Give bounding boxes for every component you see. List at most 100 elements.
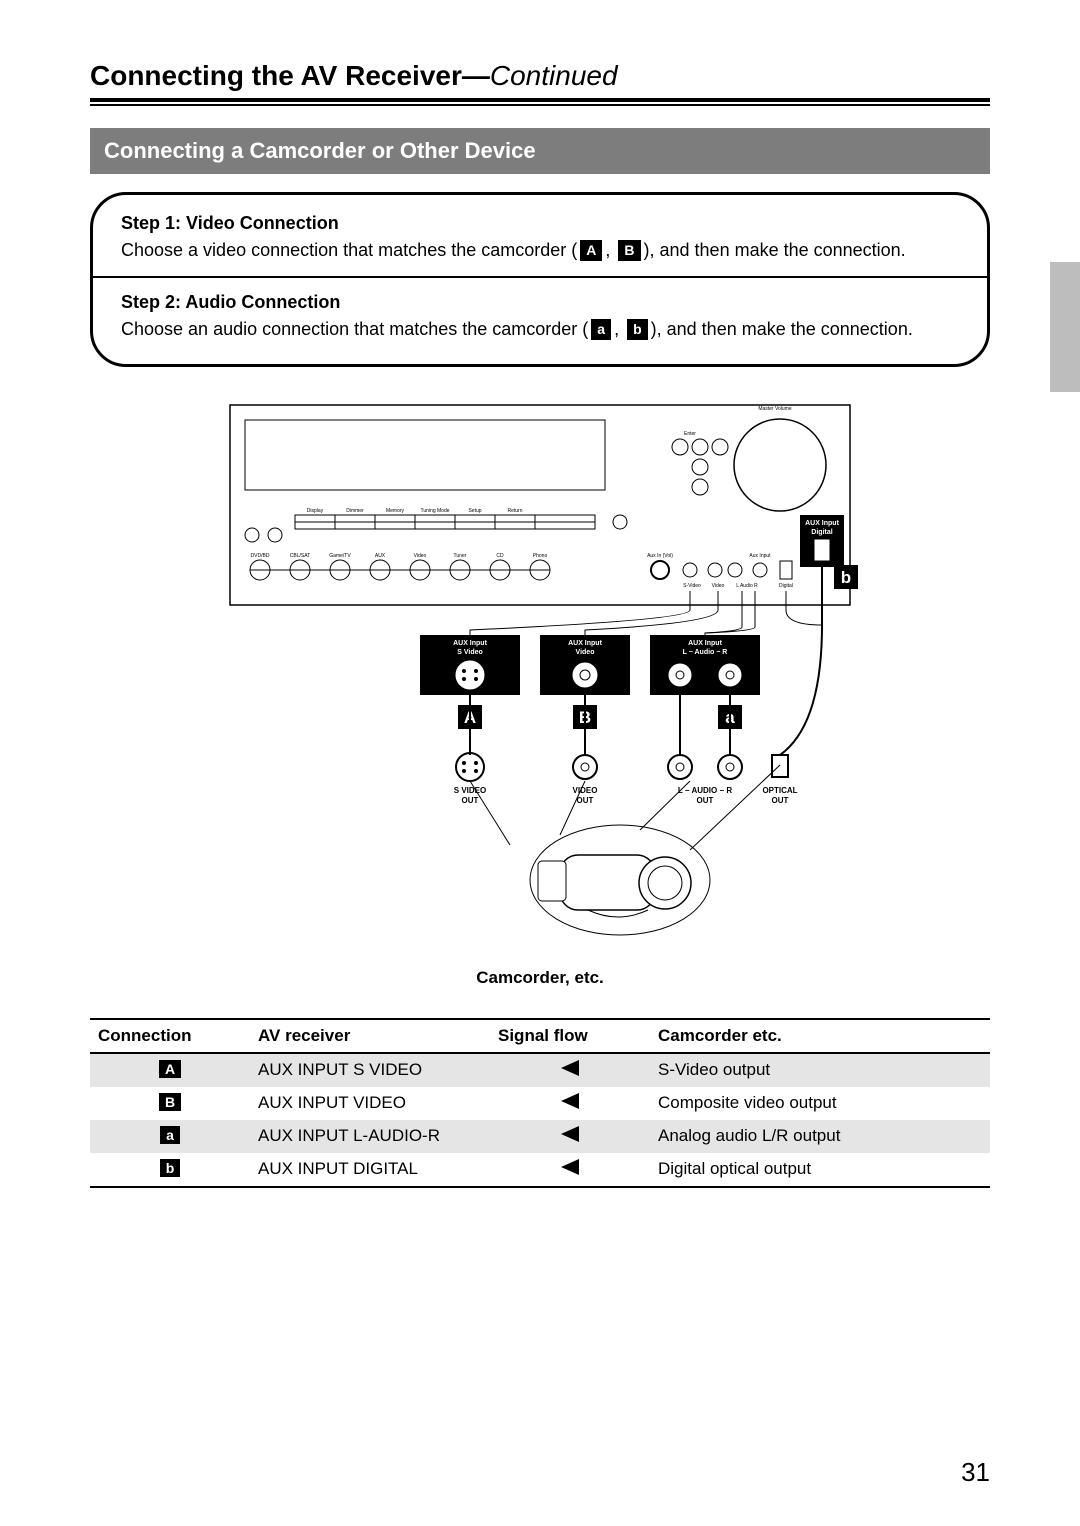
cables: [470, 567, 822, 755]
svg-text:L − Audio − R: L − Audio − R: [683, 649, 728, 656]
step1-title: Step 1: Video Connection: [121, 213, 959, 234]
row-cam: Analog audio L/R output: [650, 1120, 990, 1153]
title-continued: Continued: [490, 60, 618, 91]
lbl-src-4: Setup: [468, 508, 481, 514]
lbl-auxinput: Aux Input: [749, 553, 771, 559]
lbl-src-5: Return: [507, 508, 522, 514]
out-optical-2: OUT: [772, 796, 789, 805]
out-optical-1: OPTICAL: [762, 786, 797, 795]
section-heading: Connecting a Camcorder or Other Device: [90, 128, 990, 174]
diagram-caption: Camcorder, etc.: [220, 968, 860, 988]
step1-mid: ,: [605, 240, 615, 260]
rule-thick: [90, 98, 990, 102]
badge-A: A: [580, 240, 602, 261]
selector-row: [250, 560, 550, 580]
svg-text:AUX Input: AUX Input: [568, 640, 602, 647]
source-row: [295, 515, 627, 529]
lbl-sel-6: CD: [496, 553, 504, 559]
lbl-auxvol: Aux In (Vol): [647, 553, 673, 559]
marker-b: b: [841, 568, 851, 587]
table-row: a AUX INPUT L-AUDIO-R Analog audio L/R o…: [90, 1120, 990, 1153]
row-recv: AUX INPUT S VIDEO: [250, 1053, 490, 1087]
row-badge: b: [160, 1159, 181, 1177]
connection-diagram: Master Volume Display Dimmer Memory Tuni…: [220, 395, 860, 988]
svg-text:S Video: S Video: [457, 649, 483, 656]
lbl-master-volume: Master Volume: [758, 406, 792, 412]
port-svideo: AUX Input S Video: [420, 635, 520, 695]
row-recv: AUX INPUT L-AUDIO-R: [250, 1120, 490, 1153]
lbl-sv: S-Video: [683, 583, 701, 589]
out-audio-1: L − AUDIO − R: [678, 786, 732, 795]
out-svideo-1: S VIDEO: [454, 786, 486, 795]
lbl-src-1: Dimmer: [346, 508, 364, 514]
step1-text-b: ), and then make the connection.: [644, 240, 906, 260]
row-badge: A: [159, 1060, 181, 1078]
th-connection: Connection: [90, 1019, 250, 1053]
port-digital: AUX Input Digital: [800, 515, 844, 567]
svg-text:AUX Input: AUX Input: [805, 520, 839, 527]
step2-text: Choose an audio connection that matches …: [121, 317, 959, 341]
lbl-enter: Enter: [684, 431, 696, 437]
row-cam: Digital optical output: [650, 1153, 990, 1187]
title-sep: —: [462, 60, 490, 91]
row-cam: Composite video output: [650, 1087, 990, 1120]
lbl-src-0: Display: [307, 508, 324, 514]
svg-text:AUX Input: AUX Input: [453, 640, 487, 647]
lbl-sel-1: CBL/SAT: [290, 553, 310, 559]
arrow-icon: [561, 1126, 579, 1142]
step2-title: Step 2: Audio Connection: [121, 292, 959, 313]
lbl-sel-4: Video: [414, 553, 427, 559]
out-video-1: VIDEO: [573, 786, 598, 795]
arrow-icon: [561, 1093, 579, 1109]
arrow-icon: [561, 1060, 579, 1076]
lbl-sel-3: AUX: [375, 553, 386, 559]
row-cam: S-Video output: [650, 1053, 990, 1087]
svg-text:AUX Input: AUX Input: [688, 640, 722, 647]
table-row: b AUX INPUT DIGITAL Digital optical outp…: [90, 1153, 990, 1187]
out-video-2: OUT: [577, 796, 594, 805]
lbl-aud: L Audio R: [736, 583, 758, 589]
rule-thin: [90, 104, 990, 106]
step2-text-a: Choose an audio connection that matches …: [121, 319, 588, 339]
diagram-svg: Master Volume Display Dimmer Memory Tuni…: [220, 395, 860, 955]
badge-a: a: [591, 319, 611, 340]
lbl-sel-0: DVD/BD: [251, 553, 270, 559]
lbl-src-2: Memory: [386, 508, 405, 514]
lbl-sel-5: Tuner: [454, 553, 467, 559]
row-recv: AUX INPUT VIDEO: [250, 1087, 490, 1120]
lbl-src-3: Tuning Mode: [421, 508, 450, 514]
output-plugs: [456, 753, 788, 781]
badge-b: b: [627, 319, 648, 340]
camcorder-icon: [470, 765, 780, 935]
title-main: Connecting the AV Receiver: [90, 60, 462, 91]
steps-divider: [93, 276, 987, 278]
page-title: Connecting the AV Receiver—Continued: [90, 60, 990, 92]
step2-mid: ,: [614, 319, 624, 339]
th-receiver: AV receiver: [250, 1019, 490, 1053]
row-recv: AUX INPUT DIGITAL: [250, 1153, 490, 1187]
out-svideo-2: OUT: [462, 796, 479, 805]
table-row: B AUX INPUT VIDEO Composite video output: [90, 1087, 990, 1120]
row-badge: B: [159, 1093, 181, 1111]
svg-text:Video: Video: [576, 649, 595, 656]
port-video: AUX Input Video: [540, 635, 630, 695]
row-badge: a: [160, 1126, 180, 1144]
side-tab: [1050, 262, 1080, 392]
arrow-icon: [561, 1159, 579, 1175]
step2-text-b: ), and then make the connection.: [651, 319, 913, 339]
lbl-dig: Digital: [779, 583, 793, 589]
svg-text:Digital: Digital: [811, 529, 832, 536]
step1-text-a: Choose a video connection that matches t…: [121, 240, 577, 260]
lbl-vid: Video: [712, 583, 725, 589]
port-audio: AUX Input L − Audio − R: [650, 635, 760, 695]
page-number: 31: [961, 1457, 990, 1488]
step1-text: Choose a video connection that matches t…: [121, 238, 959, 262]
table-row: A AUX INPUT S VIDEO S-Video output: [90, 1053, 990, 1087]
th-camcorder: Camcorder etc.: [650, 1019, 990, 1053]
connection-table: Connection AV receiver Signal flow Camco…: [90, 1018, 990, 1188]
lbl-sel-7: Phono: [533, 553, 548, 559]
badge-B: B: [618, 240, 640, 261]
th-signal: Signal flow: [490, 1019, 650, 1053]
out-audio-2: OUT: [697, 796, 714, 805]
lbl-sel-2: Game/TV: [329, 553, 351, 559]
